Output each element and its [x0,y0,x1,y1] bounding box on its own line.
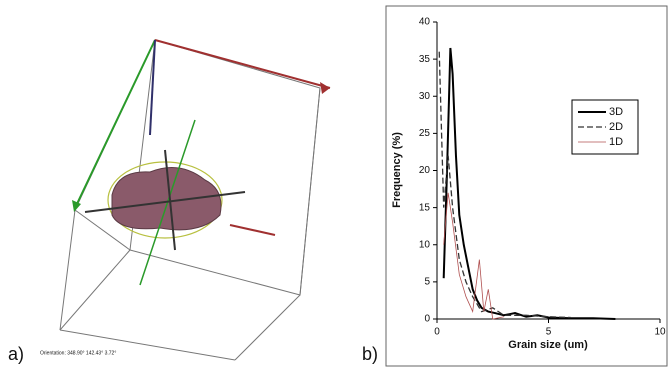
y-tick-label: 35 [419,54,431,65]
panel-label: a) [8,344,24,364]
y-tick-label: 30 [419,91,431,102]
y-tick-label: 15 [419,202,431,213]
panel-label: b) [362,344,378,364]
legend-label: 3D [609,106,623,118]
x-axis-label: Grain size (um) [508,339,588,351]
y-tick-label: 5 [424,277,430,288]
legend-label: 2D [609,121,623,133]
caption: Orientation: 348.90° 142.43° 3.72° [40,350,116,356]
y-tick-label: 10 [419,239,431,250]
y-tick-label: 25 [419,128,431,139]
x-tick-label: 0 [434,327,440,338]
figure: a) Orientation: 348.90° 142.43° 3.72° b)… [0,0,670,369]
y-tick-label: 20 [419,165,431,176]
series-line [444,48,616,319]
series-line [439,52,571,318]
x-tick-label: 10 [654,327,666,338]
3d-render [60,40,330,360]
y-axis-label: Frequency (%) [391,132,403,208]
y-tick-label: 0 [424,314,430,325]
legend-label: 1D [609,136,623,148]
x-tick-label: 5 [546,327,552,338]
y-tick-label: 40 [419,17,431,28]
